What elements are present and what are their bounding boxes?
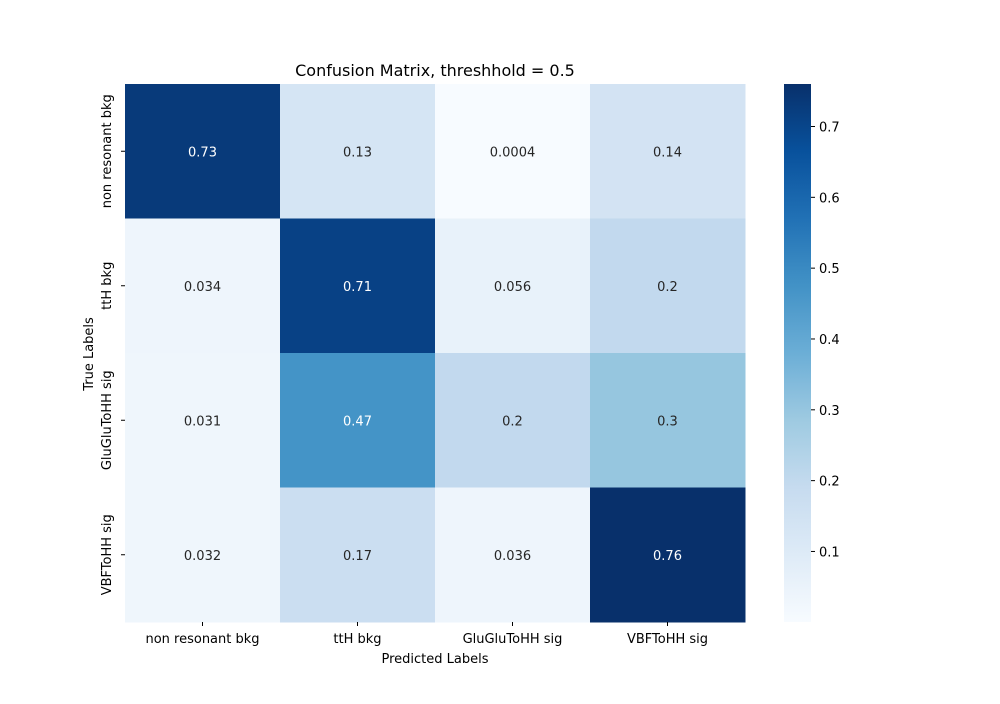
- colorbar-tick-label: 0.5: [819, 262, 840, 277]
- x-tick-label: GluGluToHH sig: [463, 632, 563, 647]
- cell-value-label: 0.73: [188, 145, 217, 160]
- heatmap-cell: [125, 487, 281, 623]
- chart-title: Confusion Matrix, threshhold = 0.5: [295, 61, 575, 80]
- x-axis-label: Predicted Labels: [381, 652, 488, 667]
- heatmap-cell: [435, 84, 591, 219]
- cell-value-label: 0.17: [343, 549, 372, 564]
- cell-value-label: 0.47: [343, 414, 372, 429]
- colorbar-tick-label: 0.4: [819, 333, 840, 348]
- cell-value-label: 0.71: [343, 280, 372, 295]
- cell-value-label: 0.034: [184, 280, 221, 295]
- cell-value-label: 0.032: [184, 549, 221, 564]
- heatmap-cell: [435, 353, 591, 488]
- cell-value-label: 0.0004: [490, 145, 536, 160]
- colorbar: [784, 84, 811, 622]
- heatmap-cell: [280, 353, 436, 488]
- heatmap-cell: [280, 218, 436, 354]
- cell-value-label: 0.76: [653, 549, 682, 564]
- colorbar-tick-label: 0.6: [819, 191, 840, 206]
- cell-value-label: 0.056: [494, 280, 531, 295]
- heatmap-cell: [435, 487, 591, 623]
- heatmap-cells: 0.73 0.13 0.0004 0.14 0.034 0.71 0.056 0.2 0.031…: [125, 84, 746, 623]
- cell-value-label: 0.13: [343, 145, 372, 160]
- heatmap-cell: [280, 487, 436, 623]
- cell-value-label: 0.3: [657, 414, 678, 429]
- heatmap-cell: [590, 84, 746, 219]
- colorbar-tick-label: 0.1: [819, 545, 840, 560]
- colorbar-tick-label: 0.2: [819, 475, 840, 490]
- heatmap-cell: [590, 218, 746, 354]
- y-tick-label: ttH bkg: [100, 262, 115, 310]
- cell-value-label: 0.2: [502, 414, 523, 429]
- cell-value-label: 0.14: [653, 145, 682, 160]
- colorbar-tick-label: 0.7: [819, 120, 840, 135]
- y-tick-label: non resonant bkg: [100, 94, 115, 208]
- y-tick-label: GluGluToHH sig: [100, 370, 115, 470]
- heatmap-cell: [125, 218, 281, 354]
- heatmap-cell: [590, 353, 746, 488]
- y-axis-ticks: non resonant bkg ttH bkg GluGluToHH sig VBF…: [100, 94, 125, 595]
- y-axis-label: True Labels: [82, 317, 97, 392]
- colorbar-ticks: 0.1 0.2 0.3 0.4 0.5 0.6 0.7: [811, 120, 840, 560]
- heatmap-cell: [125, 353, 281, 488]
- heatmap-cell: [590, 487, 746, 623]
- cell-value-label: 0.036: [494, 549, 531, 564]
- y-tick-label: VBFToHH sig: [100, 514, 115, 595]
- heatmap-cell: [125, 84, 281, 219]
- x-tick-label: non resonant bkg: [145, 632, 259, 647]
- x-tick-label: VBFToHH sig: [627, 632, 708, 647]
- x-axis-ticks: non resonant bkg ttH bkg GluGluToHH sig VBF…: [145, 622, 708, 647]
- heatmap-cell: [435, 218, 591, 354]
- x-tick-label: ttH bkg: [333, 632, 381, 647]
- heatmap-cell: [280, 84, 436, 219]
- cell-value-label: 0.031: [184, 414, 221, 429]
- colorbar-tick-label: 0.3: [819, 404, 840, 419]
- cell-value-label: 0.2: [657, 280, 678, 295]
